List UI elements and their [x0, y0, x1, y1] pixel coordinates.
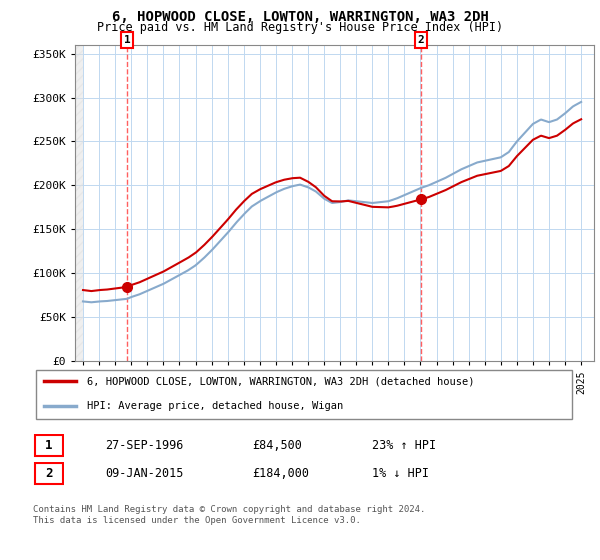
Text: 09-JAN-2015: 09-JAN-2015 [105, 466, 184, 480]
Text: £184,000: £184,000 [252, 466, 309, 480]
Text: 1: 1 [45, 439, 52, 452]
Bar [75, 45, 83, 361]
Text: 23% ↑ HPI: 23% ↑ HPI [372, 438, 436, 452]
Text: 27-SEP-1996: 27-SEP-1996 [105, 438, 184, 452]
FancyBboxPatch shape [36, 370, 572, 419]
Text: 1% ↓ HPI: 1% ↓ HPI [372, 466, 429, 480]
Text: HPI: Average price, detached house, Wigan: HPI: Average price, detached house, Wiga… [88, 401, 344, 411]
FancyBboxPatch shape [35, 435, 62, 456]
Text: 2: 2 [45, 467, 52, 480]
Text: Contains HM Land Registry data © Crown copyright and database right 2024.
This d: Contains HM Land Registry data © Crown c… [33, 505, 425, 525]
Text: £84,500: £84,500 [252, 438, 302, 452]
Text: Price paid vs. HM Land Registry's House Price Index (HPI): Price paid vs. HM Land Registry's House … [97, 21, 503, 34]
Text: 6, HOPWOOD CLOSE, LOWTON, WARRINGTON, WA3 2DH: 6, HOPWOOD CLOSE, LOWTON, WARRINGTON, WA… [112, 10, 488, 24]
Text: 1: 1 [124, 35, 130, 45]
Text: 6, HOPWOOD CLOSE, LOWTON, WARRINGTON, WA3 2DH (detached house): 6, HOPWOOD CLOSE, LOWTON, WARRINGTON, WA… [88, 376, 475, 386]
FancyBboxPatch shape [35, 463, 62, 484]
Text: 2: 2 [418, 35, 424, 45]
